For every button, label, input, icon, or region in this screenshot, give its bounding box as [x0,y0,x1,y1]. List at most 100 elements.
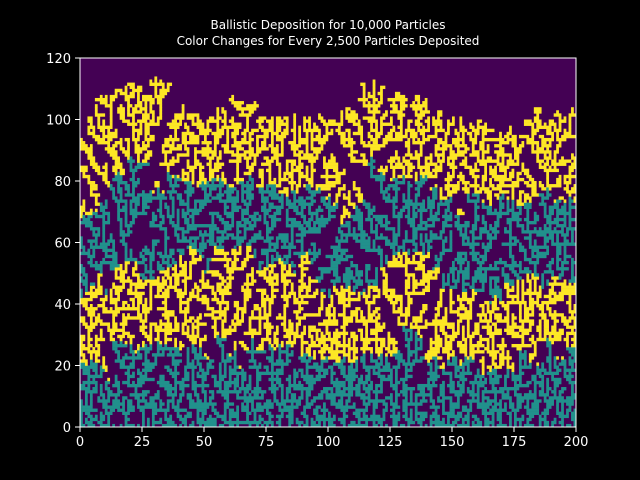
deposited-particle-run [149,104,153,108]
deposited-particle-run [362,414,368,419]
deposited-particle-run [484,168,488,173]
deposited-particle-run [568,279,577,283]
deposited-particle-run [342,328,346,332]
deposited-particle-run [471,331,480,336]
deposited-particle-run [402,402,423,406]
deposited-particle-run [251,390,267,394]
deposited-particle-run [216,125,220,130]
deposited-particle-run [181,208,185,213]
deposited-particle-run [387,350,398,354]
deposited-particle-run [146,150,153,154]
deposited-particle-run [226,399,230,403]
deposited-particle-run [186,411,192,416]
deposited-particle-run [365,368,371,372]
deposited-particle-run [231,134,237,139]
deposited-particle-run [402,159,411,163]
deposited-particle-run [199,128,212,133]
deposited-particle-run [174,270,178,274]
deposited-particle-run [479,304,485,308]
deposited-particle-run [553,165,557,170]
deposited-particle-run [511,190,515,194]
deposited-particle-run [129,248,133,253]
deposited-particle-run [553,387,557,391]
deposited-particle-run [89,322,98,326]
deposited-particle-run [164,245,168,249]
deposited-particle-run [332,316,336,320]
deposited-particle-run [293,270,297,274]
deposited-particle-run [124,245,128,249]
deposited-particle-run [266,119,274,123]
deposited-particle-run [414,399,418,403]
deposited-particle-run [181,279,187,283]
deposited-particle-run [541,365,545,369]
deposited-particle-run [89,316,93,320]
deposited-particle-run [380,85,386,90]
deposited-particle-run [382,137,403,142]
deposited-particle-run [290,343,294,348]
deposited-particle-run [102,300,106,305]
deposited-particle-run [558,122,562,126]
deposited-particle-run [199,165,205,170]
deposited-particle-run [191,331,195,336]
deposited-particle-run [293,125,297,130]
deposited-particle-run [94,334,98,339]
deposited-particle-run [439,365,445,369]
deposited-particle-run [456,423,470,428]
deposited-particle-run [87,239,98,243]
deposited-particle-run [208,174,215,179]
deposited-particle-run [518,134,530,139]
deposited-particle-run [127,304,130,308]
deposited-particle-run [494,279,500,283]
deposited-particle-run [434,365,440,369]
deposited-particle-run [543,242,547,246]
deposited-particle-run [551,276,559,280]
deposited-particle-run [399,122,403,126]
deposited-particle-run [263,307,267,311]
deposited-particle-run [171,396,175,400]
deposited-particle-run [506,199,510,203]
deposited-particle-run [94,110,98,114]
deposited-particle-run [293,193,297,197]
deposited-particle-run [377,420,383,425]
deposited-particle-run [399,257,403,262]
deposited-particle-run [293,150,297,154]
deposited-particle-run [223,205,230,209]
deposited-particle-run [112,190,116,194]
deposited-particle-run [181,214,187,219]
deposited-particle-run [268,340,272,345]
deposited-particle-run [407,125,411,130]
deposited-particle-run [151,411,158,416]
deposited-particle-run [494,325,497,329]
deposited-particle-run [164,387,178,391]
deposited-particle-run [231,319,235,323]
deposited-particle-run [506,362,510,366]
deposited-particle-run [571,353,577,357]
deposited-particle-run [94,340,98,345]
deposited-particle-run [556,245,562,249]
deposited-particle-run [278,405,282,409]
deposited-particle-run [419,399,428,403]
deposited-particle-run [397,174,403,179]
deposited-particle-run [261,208,272,213]
deposited-particle-run [548,224,552,228]
deposited-particle-run [164,343,168,348]
deposited-particle-run [318,224,326,228]
deposited-particle-run [278,356,282,360]
deposited-particle-run [159,88,170,93]
deposited-particle-run [571,313,574,317]
deposited-particle-run [139,273,145,277]
deposited-particle-run [283,310,287,314]
deposited-particle-run [154,337,160,342]
deposited-particle-run [169,251,175,256]
deposited-particle-run [305,417,309,422]
deposited-particle-run [337,365,346,369]
deposited-particle-run [92,134,101,139]
deposited-particle-run [471,279,478,283]
deposited-particle-run [347,350,351,354]
deposited-particle-run [412,359,423,363]
x-tick-label: 25 [134,435,151,450]
deposited-particle-run [221,325,225,329]
deposited-particle-run [305,171,309,176]
deposited-particle-run [144,134,148,139]
deposited-particle-run [303,220,311,225]
